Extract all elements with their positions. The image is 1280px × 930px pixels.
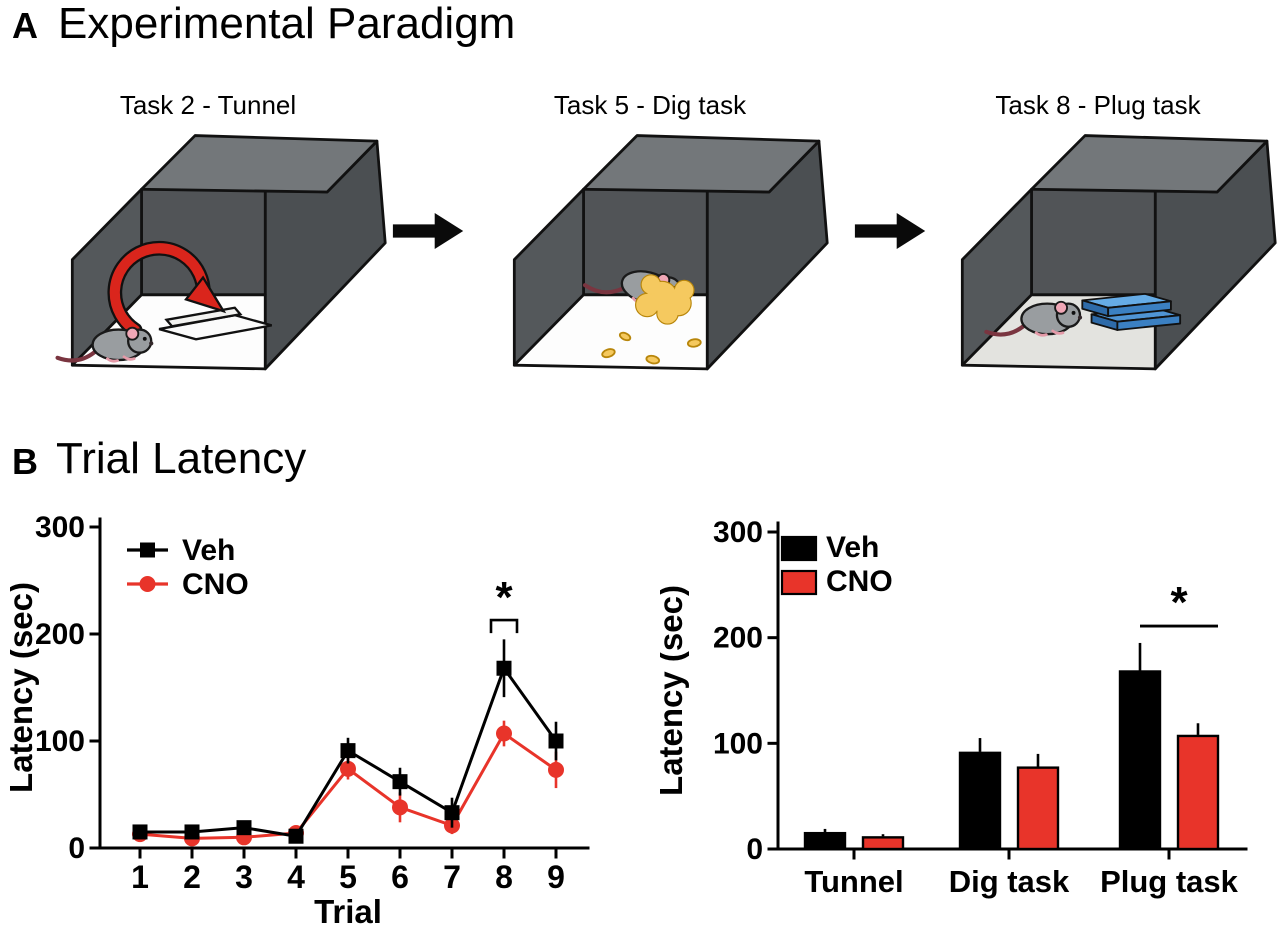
bar-chart-axes <box>767 521 1248 860</box>
panel-b-title: Trial Latency <box>56 434 307 483</box>
svg-text:Plug task: Plug task <box>1100 864 1239 899</box>
arrow-right-icon <box>854 212 926 250</box>
task-latency-bar-chart: 0 100 200 300 Tunnel Dig task Plug task Latency… <box>660 516 1248 899</box>
svg-text:200: 200 <box>713 622 763 655</box>
svg-text:CNO: CNO <box>182 568 249 601</box>
svg-text:4: 4 <box>287 859 305 895</box>
svg-text:3: 3 <box>235 859 253 895</box>
svg-text:*: * <box>1170 578 1188 627</box>
red-curved-arrow-icon <box>107 240 227 338</box>
task-label-dig: Task 5 - Dig task <box>553 90 747 120</box>
svg-text:0: 0 <box>68 832 85 865</box>
svg-text:Dig task: Dig task <box>949 864 1070 899</box>
panel-a-label: A <box>12 5 38 46</box>
svg-text:Veh: Veh <box>826 531 879 564</box>
svg-text:9: 9 <box>547 859 565 895</box>
box-shell <box>512 134 829 371</box>
task-label-tunnel: Task 2 - Tunnel <box>119 90 297 120</box>
svg-text:1: 1 <box>131 859 149 895</box>
svg-text:100: 100 <box>35 725 85 758</box>
svg-text:7: 7 <box>443 859 461 895</box>
arrow-right-icon <box>392 212 464 250</box>
panel-b-label: B <box>12 441 38 482</box>
line-chart-labels: 0 100 200 300 1 2 3 4 5 6 7 8 9 Trial Latency (sec) <box>10 511 565 930</box>
svg-text:Latency (sec): Latency (sec) <box>10 582 39 793</box>
svg-text:Trial: Trial <box>314 893 382 930</box>
svg-text:300: 300 <box>713 516 763 549</box>
task-label-plug: Task 8 - Plug task <box>995 90 1201 120</box>
svg-text:2: 2 <box>183 859 201 895</box>
bar-chart-significance: * <box>1140 578 1218 628</box>
svg-text:200: 200 <box>35 618 85 651</box>
svg-text:100: 100 <box>713 727 763 760</box>
bedding-crumbs-icon <box>601 331 702 365</box>
svg-text:*: * <box>495 573 513 622</box>
veh-bar-series <box>803 642 1162 851</box>
bedding-icon <box>635 274 695 325</box>
line-chart-axes <box>89 517 590 859</box>
panel-a-title: Experimental Paradigm <box>58 0 516 48</box>
tunnel-box-illustration <box>28 134 387 371</box>
svg-text:CNO: CNO <box>826 565 893 598</box>
bar-chart-labels: 0 100 200 300 Tunnel Dig task Plug task Latency… <box>660 516 1239 899</box>
svg-text:8: 8 <box>495 859 513 895</box>
svg-text:Latency (sec): Latency (sec) <box>660 585 689 796</box>
dig-box-illustration <box>512 134 829 371</box>
tunnel-plate-icon <box>158 306 272 341</box>
svg-text:6: 6 <box>391 859 409 895</box>
svg-text:300: 300 <box>35 511 85 544</box>
plug-box-illustration <box>960 134 1277 371</box>
svg-text:Tunnel: Tunnel <box>804 864 903 899</box>
veh-line-series <box>132 639 564 844</box>
cno-bar-series <box>861 723 1220 851</box>
svg-text:5: 5 <box>339 859 357 895</box>
line-chart-significance: * <box>489 573 519 634</box>
svg-text:Veh: Veh <box>182 534 235 567</box>
svg-text:0: 0 <box>746 833 763 866</box>
plug-icon <box>1081 292 1182 331</box>
trial-latency-line-chart: 0 100 200 300 1 2 3 4 5 6 7 8 9 Trial Latency (sec) Veh… <box>10 511 590 930</box>
